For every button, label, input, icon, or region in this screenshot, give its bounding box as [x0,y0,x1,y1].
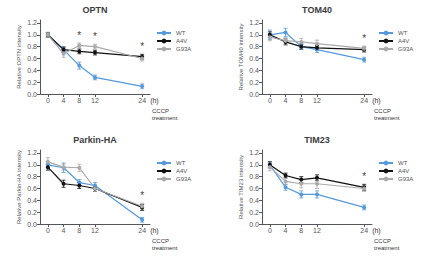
svg-text:A4V: A4V [398,168,409,174]
svg-text:1.0: 1.0 [27,31,37,38]
svg-text:4: 4 [62,227,66,234]
svg-text:8: 8 [77,227,81,234]
svg-text:0.6: 0.6 [27,185,37,192]
svg-text:WT: WT [398,160,408,166]
svg-text:1.0: 1.0 [249,161,259,168]
svg-text:0.0: 0.0 [27,91,37,98]
svg-text:*: * [93,31,97,42]
svg-text:OPTN: OPTN [82,5,107,15]
svg-text:A4V: A4V [398,38,409,44]
svg-text:*: * [362,33,366,44]
svg-text:1.2: 1.2 [27,149,37,156]
svg-text:0.6: 0.6 [27,55,37,62]
svg-text:1.2: 1.2 [249,149,259,156]
svg-text:24: 24 [138,227,146,234]
svg-text:12: 12 [91,227,99,234]
svg-text:treatment: treatment [152,245,178,251]
svg-text:8: 8 [299,97,303,104]
svg-text:WT: WT [398,30,408,36]
svg-text:(h): (h) [372,227,381,235]
svg-text:12: 12 [313,227,321,234]
svg-text:*: * [140,190,144,201]
svg-text:CCCP: CCCP [374,108,391,114]
svg-text:G93A: G93A [176,46,191,52]
svg-text:0.0: 0.0 [249,221,259,228]
svg-text:4: 4 [284,97,288,104]
svg-text:12: 12 [91,97,99,104]
svg-text:TOM40: TOM40 [302,5,332,15]
svg-text:G93A: G93A [176,176,191,182]
svg-text:treatment: treatment [374,245,400,251]
svg-text:0.8: 0.8 [249,43,259,50]
svg-text:TIM23: TIM23 [304,135,330,145]
svg-text:4: 4 [62,97,66,104]
svg-text:treatment: treatment [152,115,178,121]
svg-text:G93A: G93A [398,176,413,182]
svg-text:0.4: 0.4 [249,67,259,74]
svg-text:0: 0 [268,227,272,234]
svg-text:Relative TOM40 intensity: Relative TOM40 intensity [238,24,244,91]
svg-text:4: 4 [284,227,288,234]
svg-text:WT: WT [176,30,186,36]
svg-text:1.2: 1.2 [27,19,37,26]
svg-text:A4V: A4V [176,168,187,174]
svg-text:(h): (h) [150,227,159,235]
svg-text:*: * [362,171,366,182]
svg-text:CCCP: CCCP [152,238,169,244]
svg-text:A4V: A4V [176,38,187,44]
svg-text:12: 12 [313,97,321,104]
svg-text:8: 8 [77,97,81,104]
svg-text:0.0: 0.0 [249,91,259,98]
svg-text:Relative TIM23 intensity: Relative TIM23 intensity [238,155,244,219]
svg-text:0.8: 0.8 [27,173,37,180]
svg-text:1.0: 1.0 [27,161,37,168]
svg-text:CCCP: CCCP [374,238,391,244]
svg-text:Relative OPTN intensity: Relative OPTN intensity [16,25,22,89]
svg-text:(h): (h) [150,97,159,105]
svg-text:0.4: 0.4 [249,197,259,204]
svg-text:CCCP: CCCP [152,108,169,114]
svg-text:0.8: 0.8 [249,173,259,180]
svg-text:0.4: 0.4 [27,197,37,204]
svg-text:0.2: 0.2 [249,79,259,86]
svg-text:WT: WT [176,160,186,166]
svg-text:0.2: 0.2 [27,79,37,86]
svg-text:0.6: 0.6 [249,185,259,192]
svg-text:24: 24 [138,97,146,104]
svg-text:0.0: 0.0 [27,221,37,228]
svg-text:0: 0 [46,227,50,234]
svg-text:8: 8 [299,227,303,234]
svg-text:0.4: 0.4 [27,67,37,74]
svg-text:0.2: 0.2 [27,209,37,216]
svg-text:(h): (h) [372,97,381,105]
svg-text:*: * [140,41,144,52]
svg-text:G93A: G93A [398,46,413,52]
svg-text:24: 24 [360,227,368,234]
svg-text:0: 0 [46,97,50,104]
svg-text:Relative Parkin-HA intensity: Relative Parkin-HA intensity [16,150,22,224]
svg-text:Parkin-HA: Parkin-HA [73,135,117,145]
svg-text:1.0: 1.0 [249,31,259,38]
svg-text:24: 24 [360,97,368,104]
svg-text:0.8: 0.8 [27,43,37,50]
svg-text:treatment: treatment [374,115,400,121]
svg-text:1.2: 1.2 [249,19,259,26]
svg-text:0: 0 [268,97,272,104]
svg-text:0.2: 0.2 [249,209,259,216]
svg-text:*: * [77,30,81,41]
svg-text:0.6: 0.6 [249,55,259,62]
